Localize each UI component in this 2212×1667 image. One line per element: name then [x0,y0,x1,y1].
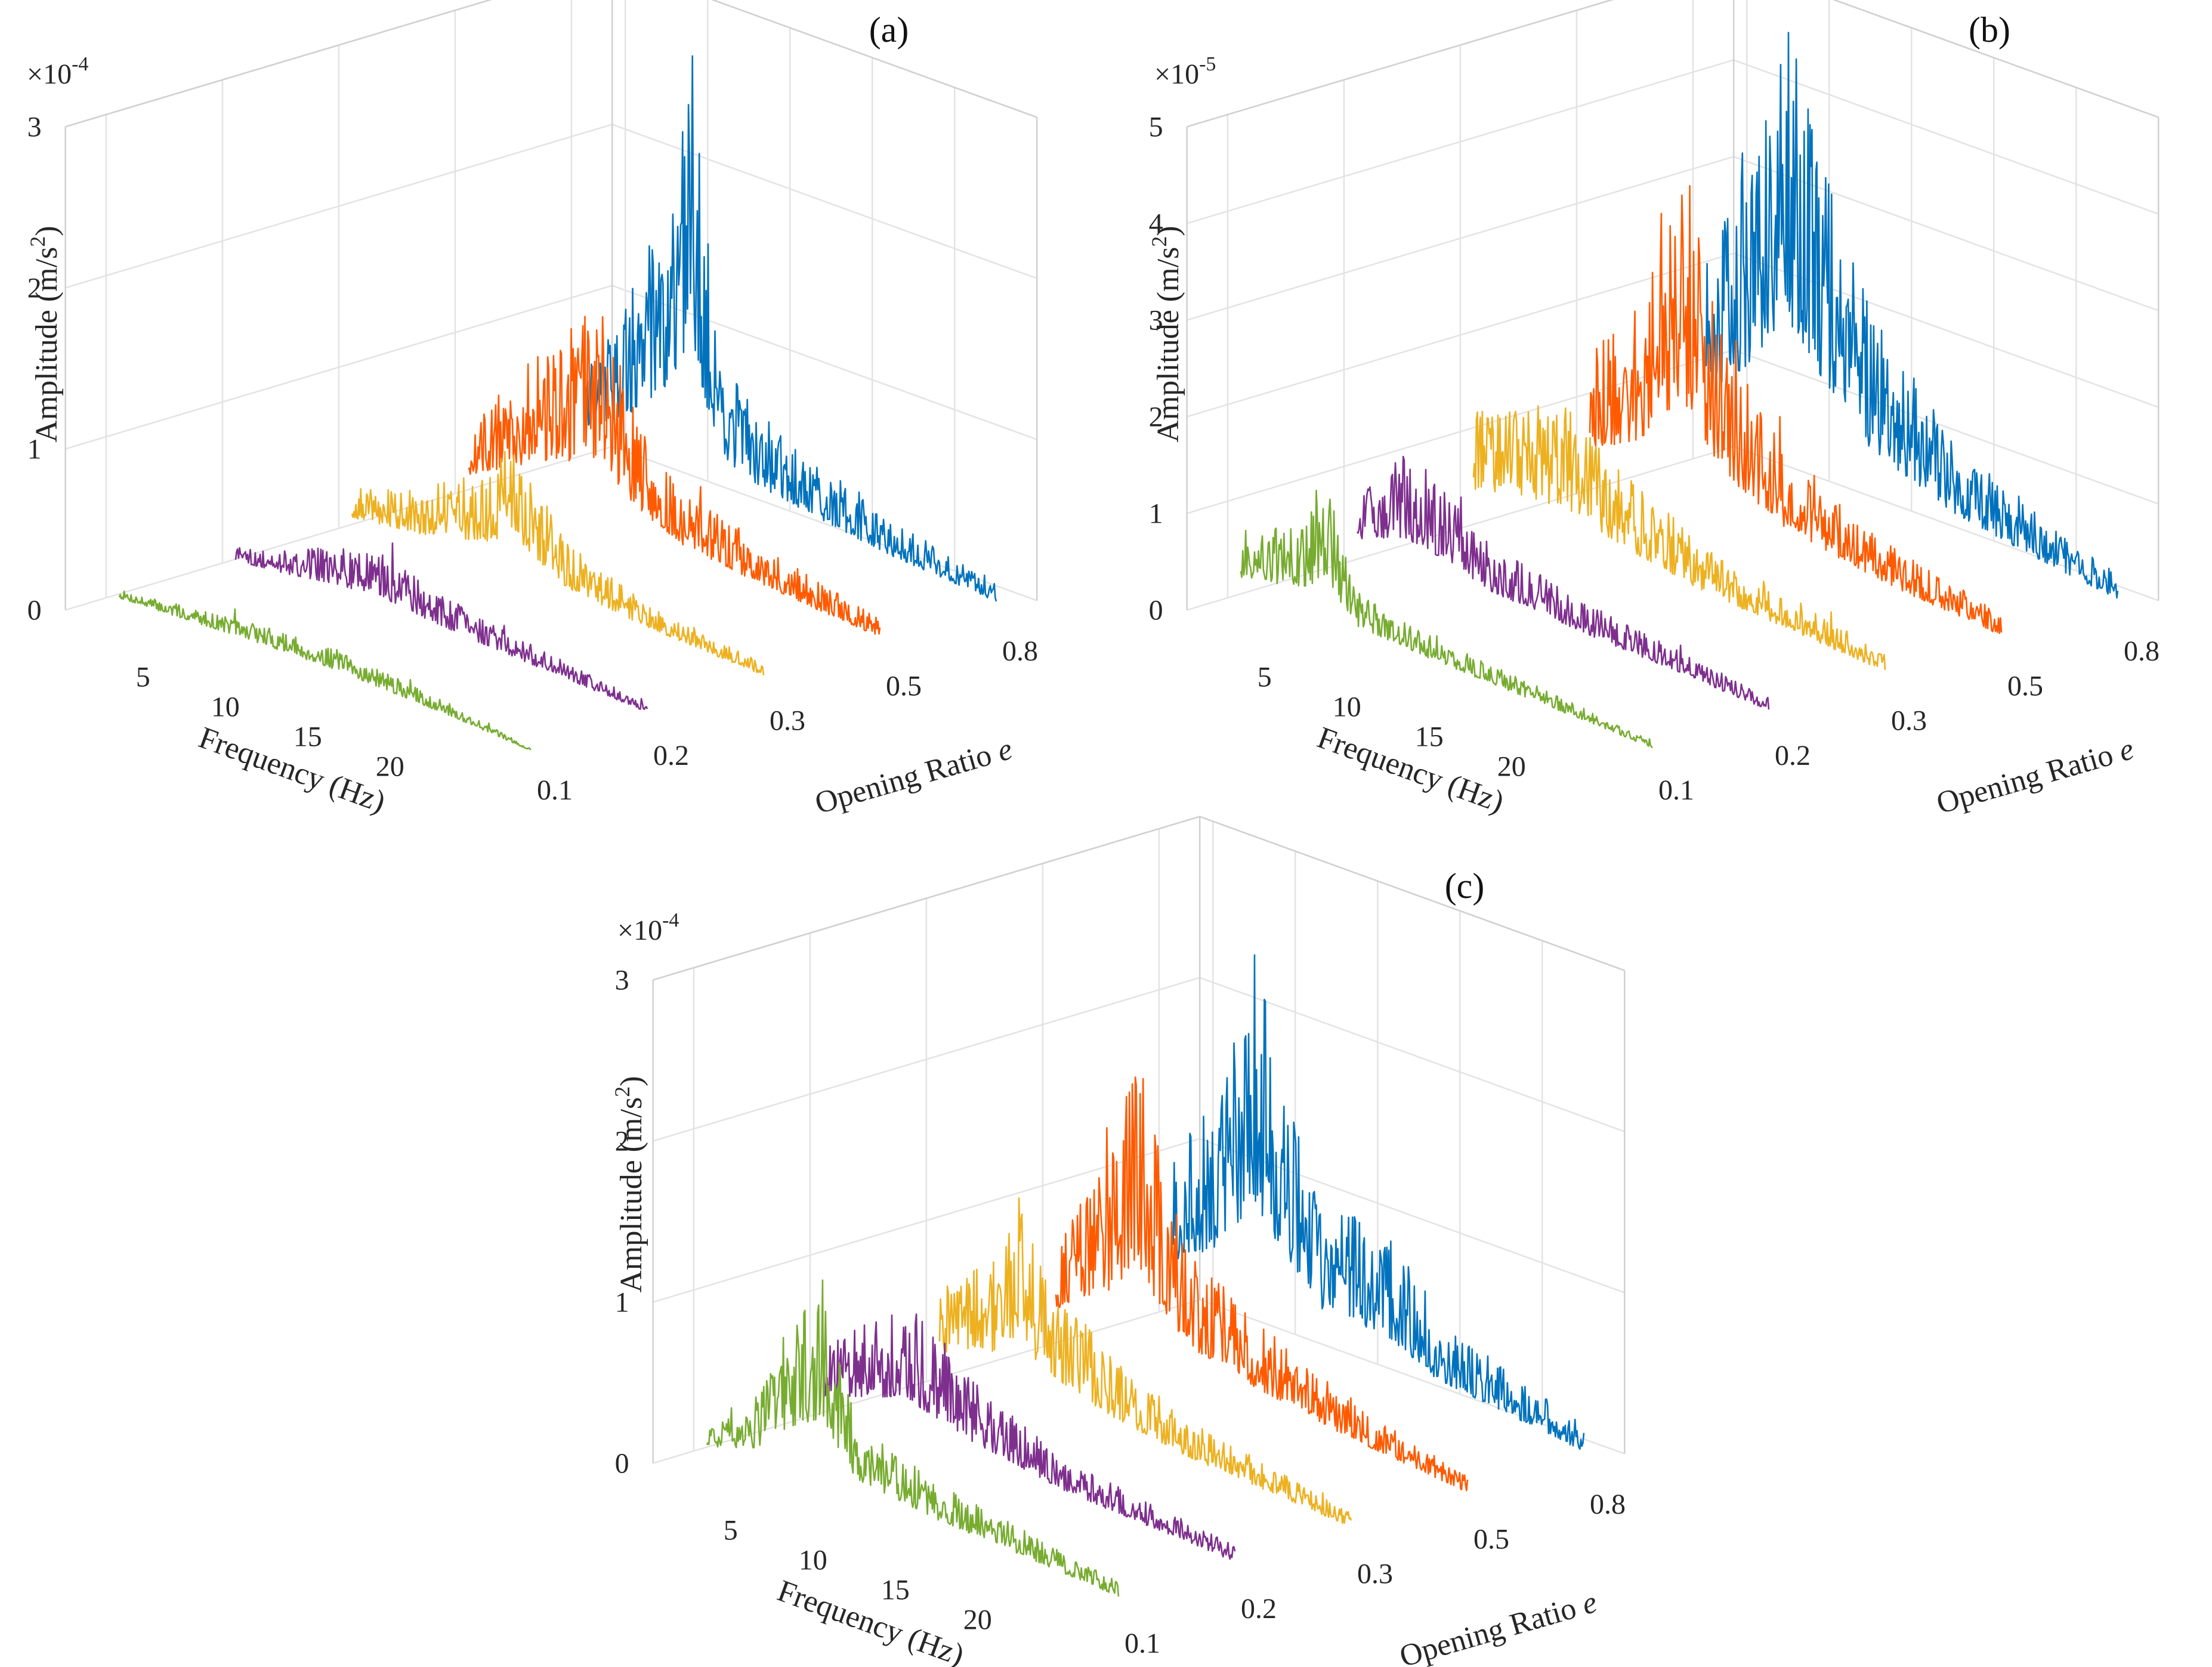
z-tick-label: 3 [615,964,629,996]
z-axis-title: Amplitude (m/s2) [26,226,64,442]
y-tick-label: 0.2 [653,740,689,771]
x-tick-label: 20 [1497,751,1526,782]
x-tick-label: 5 [724,1514,738,1546]
axis-edge [653,816,1200,981]
axes-walls [652,816,1626,1464]
x-tick-label: 10 [1333,691,1361,723]
x-tick-label: 15 [1415,721,1444,752]
chart-panel-a: 0 1 2 3 5 10 15 20 0.1 0.2 0.3 0.5 0.8 ×10-4 Amplitude… [26,0,1038,820]
y-tick-label: 0.1 [1658,774,1694,806]
z-exponent-label: ×10-5 [1154,53,1216,90]
z-axis-title: Amplitude (m/s2) [610,1076,648,1292]
y-tick-label: 0.3 [770,705,805,737]
z-gridline [1187,0,2159,128]
x-tick-label: 10 [211,691,240,723]
y-tick-label: 0.2 [1241,1593,1277,1625]
z-tick-label: 3 [27,111,42,143]
z-tick-label: 1 [615,1286,629,1318]
y-tick-label: 0.5 [2007,670,2043,702]
x-tick-label: 10 [799,1544,827,1576]
tick-labels: 0 1 2 3 5 10 15 20 0.1 0.2 0.3 0.5 0.8 [27,111,1038,806]
series-line-e-0.8 [1172,954,1585,1450]
z-exponent-power: -4 [72,53,88,75]
x-tick-label: 5 [1258,661,1272,693]
y-tick-label: 0.8 [1002,635,1038,667]
x-axis-title: Frequency (Hz) [194,721,390,820]
series-traces [706,954,1585,1597]
axis-edge [65,0,493,128]
series-line-e-0.8 [583,55,997,602]
z-tick-label: 2 [615,1125,629,1157]
y-tick-label: 0.1 [1124,1628,1160,1659]
series-line-e-0.5 [468,316,881,635]
z-gridline [1187,59,2159,224]
z-exponent-power: -5 [1199,53,1216,75]
y-tick-label: 0.3 [1357,1558,1393,1590]
z-tick-label: 3 [1149,304,1163,336]
y-axis-title: Opening Ratio e [1396,1585,1601,1667]
y-tick-label: 0.5 [1473,1523,1509,1555]
z-tick-label: 4 [1149,208,1163,239]
x-axis-title: Frequency (Hz) [773,1574,968,1667]
series-line-e-0.2 [822,1313,1236,1560]
x-tick-label: 20 [376,751,404,782]
z-exponent-label: ×10-4 [617,909,679,946]
series-traces [118,55,997,751]
z-tick-label: 0 [27,594,42,626]
z-tick-label: 5 [1149,111,1163,143]
z-exponent-power: -4 [662,909,679,931]
series-line-e-0.1 [706,1279,1120,1597]
chart-panel-c: 0 1 2 3 5 10 15 20 0.1 0.2 0.3 0.5 0.8 ×10-4 Amplitude… [610,816,1626,1667]
series-traces [1240,32,2119,749]
chart-panel-b: 0 1 2 3 4 5 5 10 15 20 0.1 0.2 0.3 0.5 0.8 ×10-5 Amplitu… [1147,0,2160,820]
z-tick-label: 2 [27,272,42,304]
axes-walls [1186,0,2160,611]
series-line-e-0.2 [234,542,648,710]
series-line-e-0.1 [1240,489,1653,749]
series-line-e-0.8 [1705,32,2119,599]
series-line-e-0.2 [1356,455,1770,710]
x-tick-label: 15 [881,1574,910,1606]
x-tick-label: 20 [963,1604,992,1635]
z-gridline [1187,349,2159,514]
axis-edge [1199,816,1625,971]
y-axis-title: Opening Ratio e [1933,732,2137,821]
z-tick-label: 1 [27,433,42,465]
x-axis-title: Frequency (Hz) [1313,721,1508,820]
series-line-e-0.3 [351,450,765,675]
y-tick-label: 0.5 [886,670,922,702]
series-line-e-0.5 [1055,1076,1469,1492]
y-tick-label: 0.3 [1891,705,1927,737]
panel-label: (b) [1969,10,2010,50]
y-tick-label: 0.8 [1590,1489,1626,1520]
panel-label: (a) [869,10,909,50]
z-gridline [65,124,1037,289]
y-tick-label: 0.2 [1775,740,1811,771]
axis-edge [1187,0,1614,128]
tick-labels: 0 1 2 3 5 10 15 20 0.1 0.2 0.3 0.5 0.8 [615,964,1626,1659]
y-axis-title: Opening Ratio e [811,732,1016,821]
axis-edge [710,0,1037,118]
z-gridline [653,977,1625,1142]
series-line-e-0.3 [1472,405,1886,671]
z-axis-title: Amplitude (m/s2) [1147,226,1185,442]
z-exponent-label: ×10-4 [27,53,88,90]
z-gridline [1187,156,2159,321]
z-tick-label: 0 [615,1447,629,1479]
series-line-e-0.1 [118,590,532,751]
x-tick-label: 5 [136,661,150,693]
series-line-e-0.3 [938,1197,1352,1524]
panel-label: (c) [1445,866,1485,906]
z-tick-label: 0 [1149,594,1163,626]
z-tick-label: 2 [1149,401,1163,433]
z-tick-label: 1 [1149,498,1163,529]
axis-edge [1832,0,2159,118]
tick-labels: 0 1 2 3 4 5 5 10 15 20 0.1 0.2 0.3 0.5 0.8 [1149,111,2160,806]
x-tick-label: 15 [294,721,322,752]
series-line-e-0.5 [1589,185,2003,634]
y-tick-label: 0.1 [537,774,573,806]
y-tick-label: 0.8 [2124,635,2160,667]
